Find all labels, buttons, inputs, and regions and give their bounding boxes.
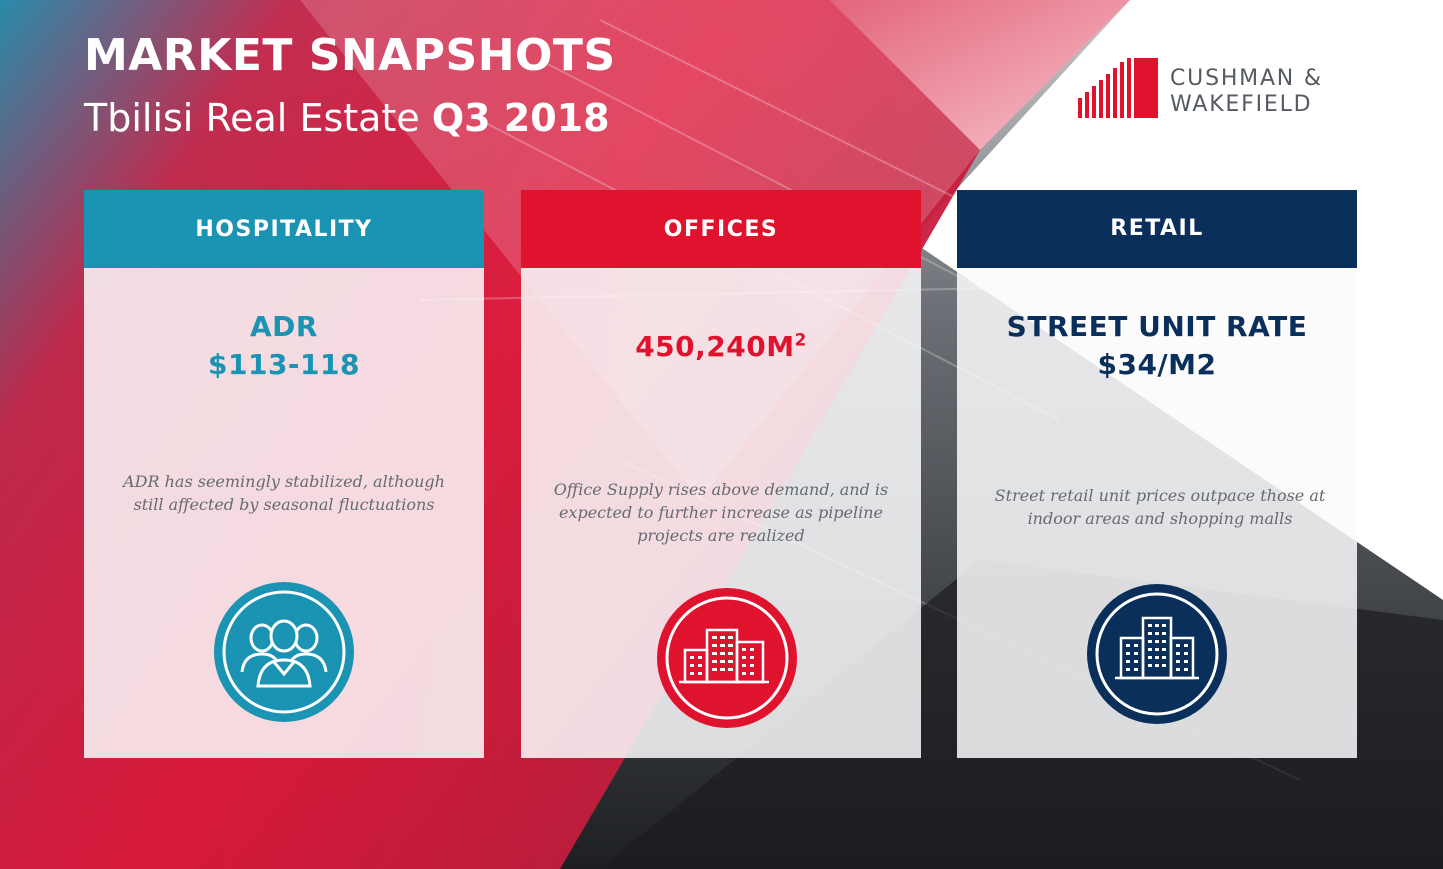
card-description: ADR has seemingly stabilized, although s… <box>123 472 445 514</box>
office-buildings-icon <box>657 588 797 728</box>
logo-line-1: CUSHMAN & <box>1170 66 1323 91</box>
stat-label: STREET UNIT RATE <box>1006 310 1308 343</box>
page-title: MARKET SNAPSHOTS <box>84 30 616 81</box>
card-stat: STREET UNIT RATE $34/M2 <box>957 308 1357 384</box>
people-group-icon <box>214 582 354 722</box>
card-stat: 450,240M2 <box>521 328 921 366</box>
stat-label: ADR <box>250 310 318 343</box>
company-logo: CUSHMAN & WAKEFIELD <box>1078 58 1358 120</box>
offices-card: OFFICES 450,240M2 Office Supply rises ab… <box>521 190 921 758</box>
logo-wordmark: CUSHMAN & WAKEFIELD <box>1170 66 1323 118</box>
card-header: OFFICES <box>521 190 921 268</box>
logo-line-2: WAKEFIELD <box>1170 92 1313 117</box>
stat-value: $34/M2 <box>1097 348 1217 381</box>
retail-card: RETAIL STREET UNIT RATE $34/M2 Street re… <box>957 190 1357 758</box>
tower-buildings-icon <box>1087 584 1227 724</box>
hospitality-card: HOSPITALITY ADR $113-118 ADR has seeming… <box>84 190 484 758</box>
card-header: RETAIL <box>957 190 1357 268</box>
card-description: Street retail unit prices outpace those … <box>994 486 1326 528</box>
page-subtitle: Tbilisi Real Estate Q3 2018 <box>84 96 610 140</box>
stat-value: $113-118 <box>208 348 360 381</box>
building-bars-logo-icon <box>1078 58 1158 118</box>
stat-superscript: 2 <box>794 329 807 350</box>
card-stat: ADR $113-118 <box>84 308 484 384</box>
card-description: Office Supply rises above demand, and is… <box>553 480 889 545</box>
subtitle-location: Tbilisi Real Estate <box>84 96 420 140</box>
stat-value: 450,240M <box>635 330 795 363</box>
subtitle-period: Q3 2018 <box>431 96 610 140</box>
card-header: HOSPITALITY <box>84 190 484 268</box>
